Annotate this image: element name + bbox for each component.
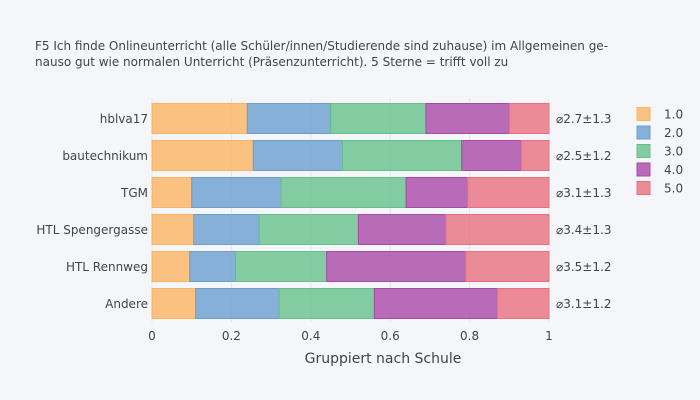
mean-annotation: ⌀3.1±1.3	[556, 186, 611, 200]
gridlines	[151, 98, 550, 322]
mean-annotations: ⌀2.7±1.3 ⌀2.5±1.2 ⌀3.1±1.3 ⌀3.4±1.3 ⌀3.5±1.2…	[556, 112, 611, 311]
legend-label: 4.0	[664, 163, 683, 177]
x-tick-labels: 0 0.2 0.4 0.6 0.8 1	[148, 329, 553, 343]
legend: 1.0 2.0 3.0 4.0 5.0	[636, 107, 683, 196]
legend-item[interactable]: 1.0	[636, 107, 683, 122]
mean-annotation: ⌀3.4±1.3	[556, 223, 611, 237]
bar-segment-5-0[interactable]	[496, 288, 550, 319]
chart-title-line-2: nauso gut wie normalen Unterricht (Präse…	[35, 55, 508, 69]
bar-segment-4-0[interactable]	[357, 214, 447, 245]
legend-item[interactable]: 2.0	[636, 125, 683, 140]
legend-swatch	[636, 125, 651, 140]
x-tick-label: 0.2	[222, 329, 241, 343]
category-label: HTL Rennweg	[66, 260, 148, 274]
bar-segment-2-0[interactable]	[193, 214, 260, 245]
legend-item[interactable]: 4.0	[636, 162, 683, 177]
bar-segment-1-0[interactable]	[151, 177, 193, 208]
legend-label: 5.0	[664, 182, 683, 196]
x-tick-label: 0.4	[301, 329, 320, 343]
bar-segment-5-0[interactable]	[467, 177, 550, 208]
bar-segment-3-0[interactable]	[330, 103, 427, 134]
category-label: HTL Spengergasse	[36, 223, 148, 237]
bar-segment-3-0[interactable]	[234, 251, 328, 282]
chart-title-line-1: F5 Ich finde Onlineunterricht (alle Schü…	[35, 39, 608, 53]
bar-segment-1-0[interactable]	[151, 103, 248, 134]
bar-segment-3-0[interactable]	[278, 288, 375, 319]
bar-segment-1-0[interactable]	[151, 140, 254, 171]
bar-segment-2-0[interactable]	[246, 103, 332, 134]
legend-swatch	[636, 107, 651, 121]
bar-segment-3-0[interactable]	[342, 140, 463, 171]
legend-label: 1.0	[664, 108, 683, 122]
bar-segment-2-0[interactable]	[189, 251, 236, 282]
mean-annotation: ⌀2.7±1.3	[556, 112, 611, 126]
x-tick-label: 1	[545, 329, 553, 343]
bar-segment-4-0[interactable]	[461, 140, 522, 171]
legend-item[interactable]: 3.0	[636, 144, 683, 159]
bar-segment-4-0[interactable]	[326, 251, 467, 282]
chart-title: F5 Ich finde Onlineunterricht (alle Schü…	[35, 39, 608, 69]
mean-annotation: ⌀3.5±1.2	[556, 260, 611, 274]
x-tick-label: 0	[148, 329, 156, 343]
bar-segment-5-0[interactable]	[445, 214, 550, 245]
legend-label: 3.0	[664, 145, 683, 159]
category-label: bautechnikum	[62, 149, 148, 163]
category-labels: hblva17 bautechnikum TGM HTL Spengergasse HT…	[36, 112, 148, 311]
mean-annotation: ⌀2.5±1.2	[556, 149, 611, 163]
bar-segment-5-0[interactable]	[508, 103, 550, 134]
mean-annotation: ⌀3.1±1.2	[556, 297, 611, 311]
bar-segment-3-0[interactable]	[258, 214, 359, 245]
bar-segment-1-0[interactable]	[151, 251, 191, 282]
bar-segment-1-0[interactable]	[151, 214, 195, 245]
legend-swatch	[636, 144, 651, 158]
bar-segment-2-0[interactable]	[195, 288, 280, 319]
legend-swatch	[636, 181, 651, 195]
bars	[151, 103, 550, 319]
bar-segment-4-0[interactable]	[405, 177, 469, 208]
x-axis-title: Gruppiert nach Schule	[305, 351, 462, 367]
bar-segment-1-0[interactable]	[151, 288, 197, 319]
bar-segment-5-0[interactable]	[465, 251, 550, 282]
bar-segment-2-0[interactable]	[252, 140, 344, 171]
legend-label: 2.0	[664, 126, 683, 140]
category-label: hblva17	[100, 112, 148, 126]
category-label: Andere	[105, 297, 148, 311]
bar-segment-2-0[interactable]	[191, 177, 282, 208]
legend-swatch	[636, 162, 651, 177]
bar-segment-4-0[interactable]	[373, 288, 498, 319]
category-label: TGM	[120, 186, 148, 200]
bar-segment-4-0[interactable]	[425, 103, 510, 134]
bar-segment-5-0[interactable]	[520, 140, 550, 171]
legend-item[interactable]: 5.0	[636, 181, 683, 196]
x-tick-label: 0.8	[460, 329, 479, 343]
bar-segment-3-0[interactable]	[280, 177, 407, 208]
x-tick-label: 0.6	[381, 329, 400, 343]
